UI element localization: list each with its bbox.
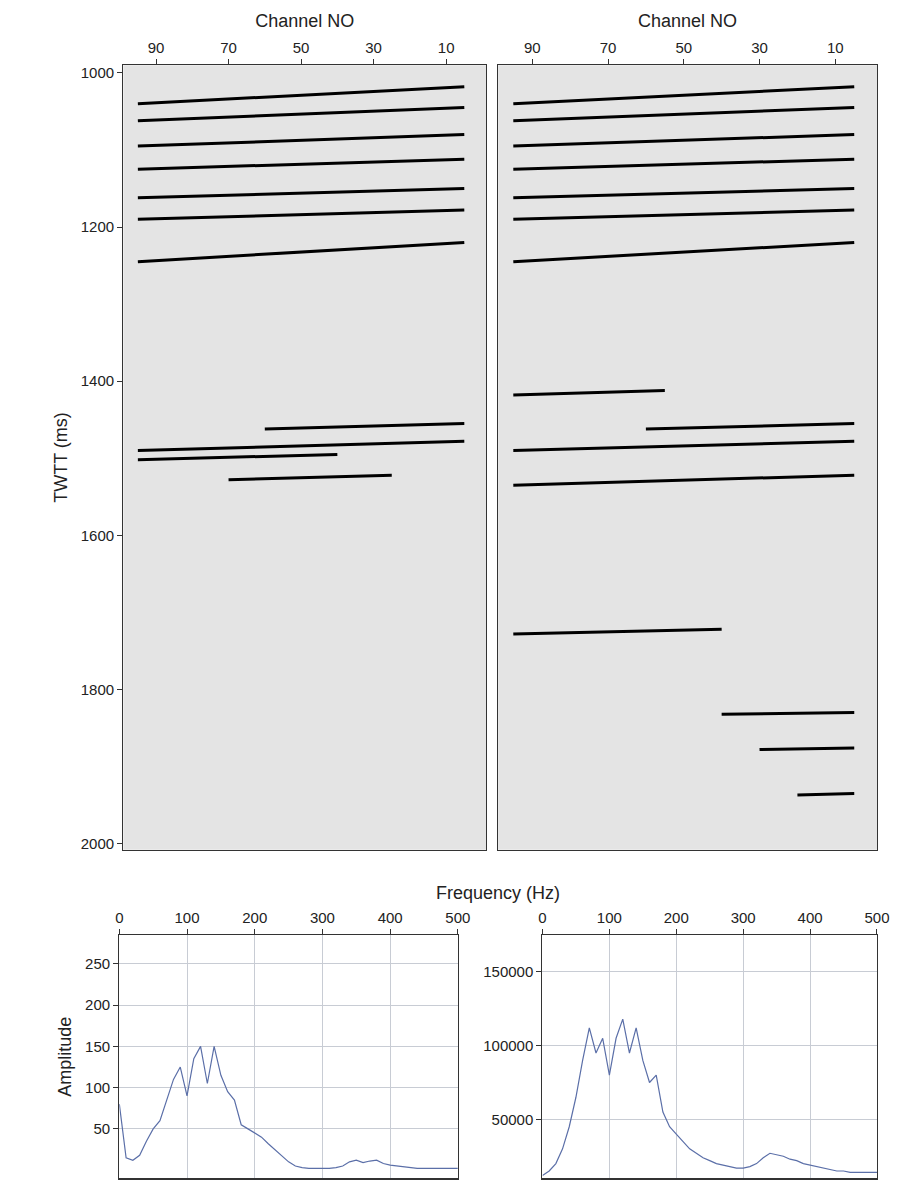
svg-text:300: 300 xyxy=(731,909,756,926)
svg-text:Amplitude: Amplitude xyxy=(55,1017,75,1097)
svg-text:500: 500 xyxy=(864,909,889,926)
svg-text:0: 0 xyxy=(115,909,123,926)
svg-text:Channel NO: Channel NO xyxy=(638,11,737,31)
svg-text:1800: 1800 xyxy=(81,681,114,698)
svg-text:50: 50 xyxy=(293,39,310,56)
svg-text:50: 50 xyxy=(93,1120,110,1137)
svg-text:1000: 1000 xyxy=(81,64,114,81)
svg-text:100: 100 xyxy=(175,909,200,926)
svg-text:100000: 100000 xyxy=(483,1037,533,1054)
svg-text:TWTT (ms): TWTT (ms) xyxy=(51,412,71,503)
svg-text:250: 250 xyxy=(85,955,110,972)
svg-text:2000: 2000 xyxy=(81,835,114,852)
svg-text:Channel NO: Channel NO xyxy=(255,11,354,31)
svg-text:200: 200 xyxy=(242,909,267,926)
svg-text:400: 400 xyxy=(798,909,823,926)
svg-text:100: 100 xyxy=(85,1079,110,1096)
svg-text:70: 70 xyxy=(600,39,617,56)
svg-text:50: 50 xyxy=(675,39,692,56)
svg-text:50000: 50000 xyxy=(492,1111,534,1128)
svg-text:1200: 1200 xyxy=(81,218,114,235)
svg-text:30: 30 xyxy=(751,39,768,56)
svg-text:90: 90 xyxy=(524,39,541,56)
svg-text:1400: 1400 xyxy=(81,372,114,389)
svg-text:70: 70 xyxy=(220,39,237,56)
svg-text:0: 0 xyxy=(538,909,546,926)
svg-text:10: 10 xyxy=(827,39,844,56)
svg-text:100: 100 xyxy=(597,909,622,926)
svg-text:30: 30 xyxy=(365,39,382,56)
svg-text:300: 300 xyxy=(310,909,335,926)
svg-text:400: 400 xyxy=(378,909,403,926)
svg-text:500: 500 xyxy=(445,909,470,926)
svg-text:150: 150 xyxy=(85,1038,110,1055)
svg-text:1600: 1600 xyxy=(81,527,114,544)
svg-text:200: 200 xyxy=(85,996,110,1013)
svg-text:150000: 150000 xyxy=(483,963,533,980)
svg-text:90: 90 xyxy=(148,39,165,56)
svg-text:Frequency (Hz): Frequency (Hz) xyxy=(436,883,560,903)
svg-text:200: 200 xyxy=(664,909,689,926)
svg-text:10: 10 xyxy=(438,39,455,56)
